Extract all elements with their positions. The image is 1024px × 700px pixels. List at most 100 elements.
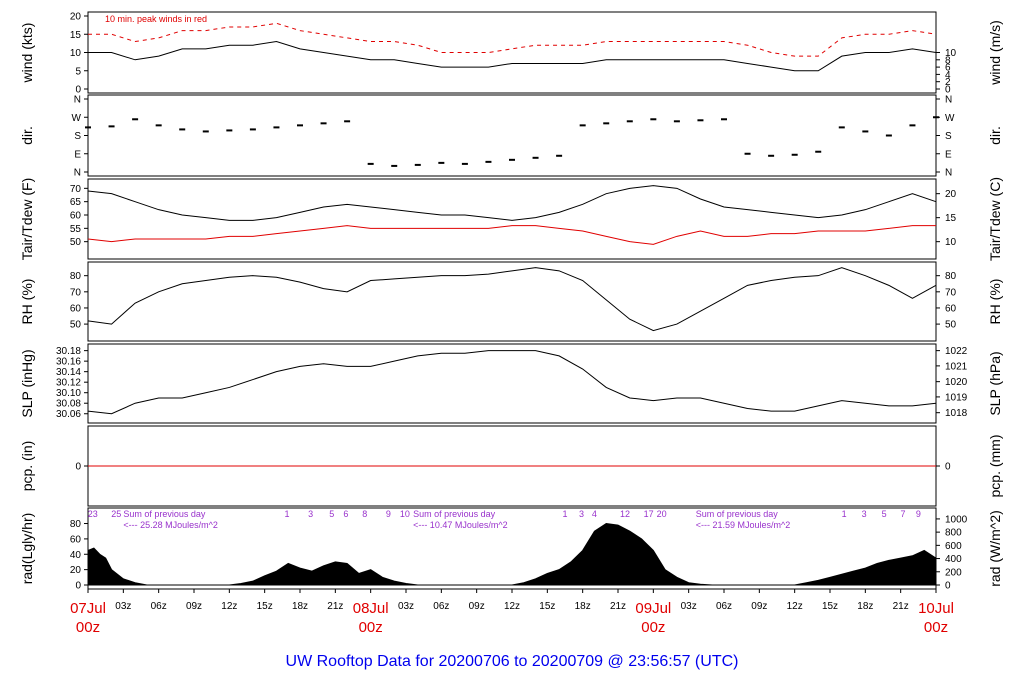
xtick-label: 12z [504, 601, 520, 612]
panel-frame-dir [87, 94, 937, 177]
hour-annotation: 5 [329, 509, 334, 519]
ytick-label-left-slp: 30.06 [56, 409, 81, 420]
hour-annotation: 8 [362, 509, 367, 519]
ytick-label-right-slp: 1022 [945, 346, 968, 357]
ylabel-right-rh: RH (%) [987, 279, 1003, 325]
hour-annotation: 1 [842, 509, 847, 519]
hour-annotation: 7 [901, 509, 906, 519]
hour-annotation: 3 [308, 509, 313, 519]
ytick-label-left-rh: 70 [70, 287, 82, 298]
xtick-label: 21z [893, 601, 909, 612]
ylabel-left-rh: RH (%) [19, 279, 35, 325]
ytick-label-left-slp: 30.10 [56, 388, 81, 399]
hour-annotation: 3 [862, 509, 867, 519]
daily-total-value: <--- 10.47 MJoules/m^2 [413, 520, 508, 530]
ytick-label-left-rh: 60 [70, 303, 82, 314]
ytick-label-left-rad: 80 [70, 519, 82, 530]
xtick-label: 18z [575, 601, 591, 612]
ytick-label-left-temp: 55 [70, 224, 82, 235]
hour-annotation: 4 [592, 509, 597, 519]
day-label-time: 00z [924, 619, 948, 636]
chart-title: UW Rooftop Data for 20200706 to 20200709… [286, 653, 739, 670]
series-RH [87, 267, 937, 332]
day-label-time: 00z [76, 619, 100, 636]
hour-annotation: 25 [111, 509, 121, 519]
series-dir [85, 116, 939, 167]
hour-annotation: 12 [620, 509, 630, 519]
ytick-label-right-pcp: 0 [945, 462, 951, 473]
xtick-label: 09z [751, 601, 767, 612]
day-label-time: 00z [641, 619, 665, 636]
ytick-label-left-rh: 80 [70, 271, 82, 282]
hour-annotation: 9 [386, 509, 391, 519]
ytick-label-left-wind: 5 [75, 66, 81, 77]
ytick-label-left-temp: 60 [70, 211, 82, 222]
ytick-label-right-wind: 0 [945, 85, 951, 96]
ytick-label-right-rad: 600 [945, 541, 962, 552]
ytick-label-left-slp: 30.18 [56, 346, 81, 357]
ytick-label-left-slp: 30.12 [56, 378, 81, 389]
ytick-label-right-wind: 4 [945, 70, 951, 81]
ytick-label-left-rh: 50 [70, 320, 82, 331]
xtick-label: 18z [857, 601, 873, 612]
series-SLP [87, 350, 937, 415]
panel-slp: SLP (inHg) SLP (hPa)30.0630.0830.1030.123… [19, 343, 1003, 424]
daily-total-value: <--- 21.59 MJoules/m^2 [696, 520, 791, 530]
ytick-label-left-dir: N [74, 168, 81, 179]
ytick-label-left-pcp: 0 [75, 462, 81, 473]
panel-temp: Tair/Tdew (F) Tair/Tdew (C) 50 55 60 65 70 10 15… [19, 177, 1003, 261]
ylabel-right-wind: wind (m/s) [987, 20, 1003, 86]
ytick-label-left-slp: 30.14 [56, 367, 81, 378]
panel-frame-wind [87, 11, 937, 94]
ytick-label-right-slp: 1021 [945, 361, 968, 372]
ytick-label-right-temp: 10 [945, 237, 957, 248]
ytick-label-right-rad: 400 [945, 554, 962, 565]
ytick-label-left-wind: 0 [75, 85, 81, 96]
xtick-label: 12z [221, 601, 237, 612]
ytick-label-left-dir: S [74, 131, 81, 142]
ytick-label-left-wind: 10 [70, 48, 82, 59]
x-axis: 03z 06z 09z 12z 15z 18z 21z 03z 06z 09z 12z 15z 18z 2… [70, 589, 954, 636]
ytick-label-left-slp: 30.16 [56, 357, 81, 368]
panel-rad: rad(Lgly/hr) rad (W/m^2)02040608002004006… [19, 507, 1003, 592]
xtick-label: 21z [327, 601, 343, 612]
series-wind [88, 41, 937, 72]
ylabel-left-wind: wind (kts) [19, 23, 35, 84]
ytick-label-left-wind: 15 [70, 30, 82, 41]
day-label-date: 07Jul [70, 600, 106, 617]
ytick-label-right-wind: 10 [945, 48, 957, 59]
xtick-label: 15z [822, 601, 838, 612]
hour-annotation: 5 [882, 509, 887, 519]
ytick-label-left-slp: 30.08 [56, 399, 81, 410]
ylabel-left-temp: Tair/Tdew (F) [19, 178, 35, 260]
xtick-label: 03z [115, 601, 131, 612]
day-label-date: 08Jul [353, 600, 389, 617]
ytick-label-right-slp: 1020 [945, 377, 968, 388]
xtick-label: 03z [398, 601, 414, 612]
ytick-label-right-rh: 50 [945, 320, 957, 331]
ytick-label-right-slp: 1018 [945, 408, 968, 419]
xtick-label: 09z [186, 601, 202, 612]
hour-annotation: 3 [579, 509, 584, 519]
ytick-label-right-rad: 0 [945, 581, 951, 592]
annotation-wind: 10 min. peak winds in red [105, 14, 207, 24]
xtick-label: 12z [787, 601, 803, 612]
ytick-label-left-wind: 20 [70, 12, 82, 23]
ytick-label-right-rh: 70 [945, 287, 957, 298]
panel-pcp: pcp. (in) pcp. (mm) 0 0 [19, 425, 1003, 507]
ytick-label-right-wind: 6 [945, 63, 951, 74]
ylabel-left-rad: rad(Lgly/hr) [19, 513, 35, 585]
series-rad [87, 523, 937, 586]
hour-annotation: 23 [88, 509, 98, 519]
ytick-label-right-dir: E [945, 149, 952, 160]
xtick-label: 18z [292, 601, 308, 612]
series-Tdew [87, 225, 936, 245]
hour-annotation: 20 [657, 509, 667, 519]
ytick-label-right-dir: S [945, 131, 952, 142]
ylabel-right-rad: rad (W/m^2) [987, 510, 1003, 587]
ytick-label-right-dir: N [945, 95, 952, 106]
panel-frame-slp [87, 343, 937, 424]
